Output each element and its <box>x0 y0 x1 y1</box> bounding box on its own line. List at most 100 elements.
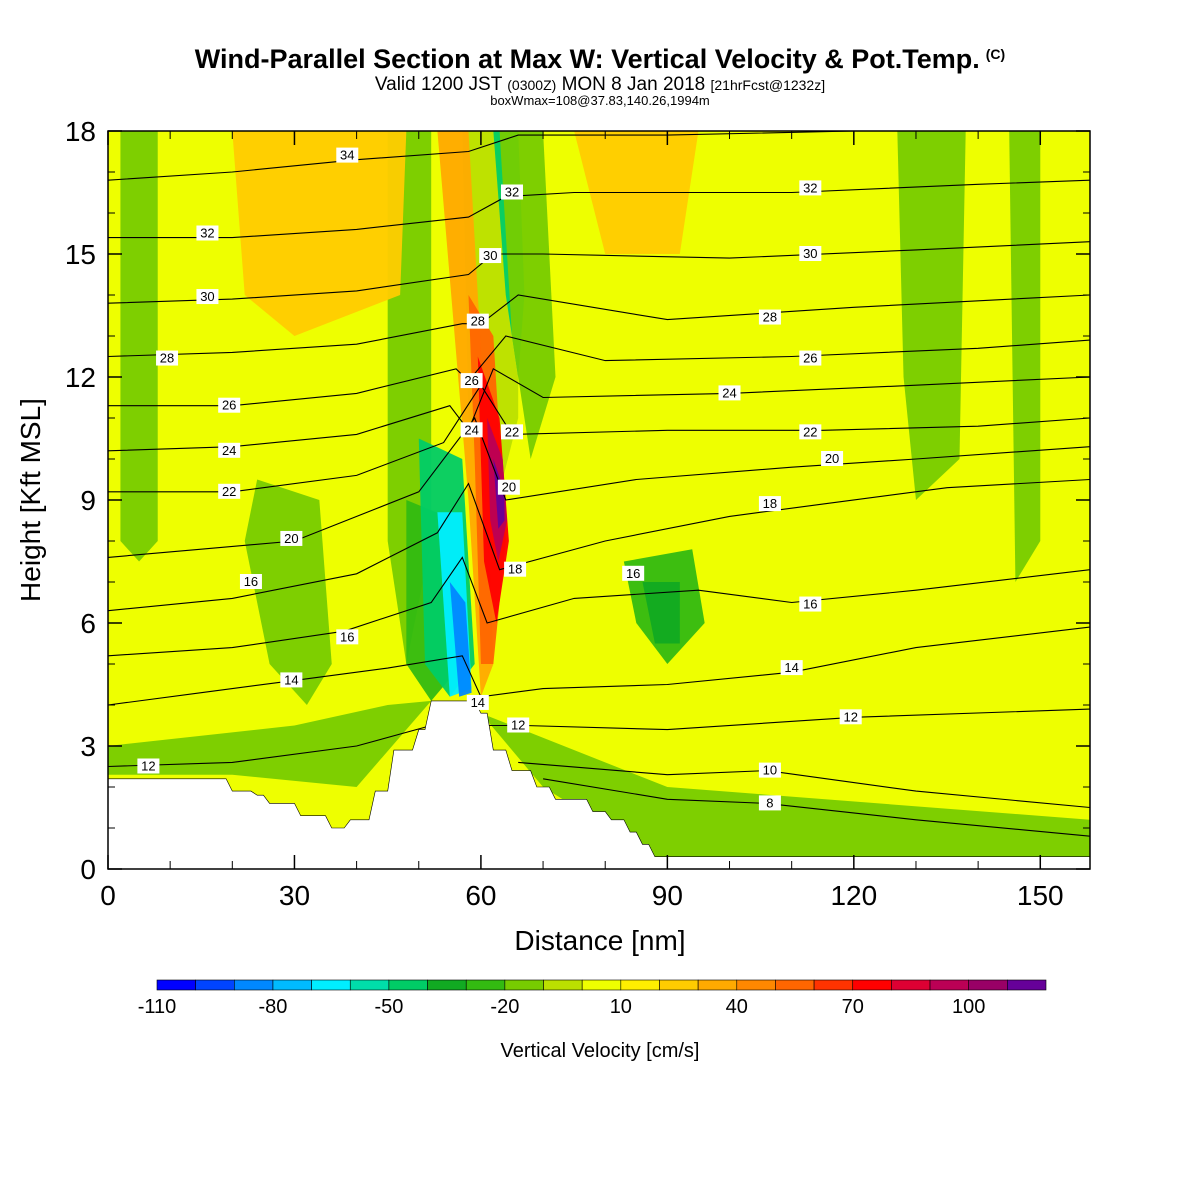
contour-label-text: 28 <box>471 314 485 329</box>
y-tick-label: 9 <box>80 485 96 516</box>
contour-label: 26 <box>218 397 241 413</box>
contour-label-box <box>156 350 179 366</box>
x-axis-title: Distance [nm] <box>514 925 685 956</box>
colorbar-swatch <box>465 979 506 991</box>
colorbar-swatch <box>852 979 892 991</box>
colorbar-swatch <box>813 979 854 991</box>
contour-label-box <box>196 289 219 305</box>
contour-label-box <box>821 451 844 466</box>
colorbar-tick-label: -110 <box>138 996 177 1018</box>
contour-label-text: 22 <box>505 424 519 439</box>
colorbar-tick-label: 70 <box>842 996 864 1018</box>
y-tick-label: 15 <box>65 239 96 270</box>
y-axis-title: Height [Kft MSL] <box>15 398 46 602</box>
contour-label: 28 <box>156 350 179 366</box>
contour-label-box <box>504 561 527 577</box>
contour-label: 18 <box>504 561 527 577</box>
contour-label-text: 20 <box>502 480 516 495</box>
contour-label-box <box>799 424 822 440</box>
contour-label: 24 <box>460 422 483 438</box>
contour-label: 14 <box>280 672 303 688</box>
contour-label: 16 <box>239 574 262 589</box>
contour-label-text: 32 <box>803 180 817 195</box>
contour-label-text: 8 <box>766 795 773 810</box>
terrain-mask <box>107 700 1091 870</box>
contour-label-text: 14 <box>471 695 485 710</box>
contour-label: 12 <box>507 717 530 733</box>
contour-label-text: 26 <box>222 398 236 413</box>
contour-label-text: 10 <box>763 763 777 778</box>
contour-label-box <box>280 530 303 546</box>
chart-subtitle-valid: Valid 1200 JST (0300Z) MON 8 Jan 2018 [2… <box>374 74 826 95</box>
contour-label-text: 12 <box>141 759 155 774</box>
contour-label-text: 32 <box>505 185 519 200</box>
contour-labels: 34 32 32 32 30 30 30 28 28 28 26 26 26 24 24 24 22 22 22 20… <box>137 147 862 811</box>
contour-label-text: 32 <box>200 226 214 241</box>
theta-contour-16 <box>108 556 1090 657</box>
velocity-band <box>480 713 1090 857</box>
contour-label: 20 <box>821 451 844 466</box>
contour-label: 22 <box>500 424 523 440</box>
contour-label-box <box>718 385 741 401</box>
colorbar-swatch <box>234 979 274 991</box>
colorbar-swatch <box>311 979 351 991</box>
colorbar-tick-label: -20 <box>490 996 519 1018</box>
contour-label-text: 30 <box>803 246 817 261</box>
contour-label: 24 <box>718 385 741 401</box>
contour-label-text: 22 <box>222 484 236 499</box>
contour-label-text: 26 <box>464 373 478 388</box>
contour-label: 12 <box>137 758 160 774</box>
colorbar-swatch <box>195 979 235 991</box>
contour-label-box <box>137 758 160 774</box>
contour-label: 16 <box>336 629 359 645</box>
colorbar-tick-label: 10 <box>610 996 632 1018</box>
contour-label-box <box>622 565 645 581</box>
theta-contour-26 <box>108 335 1090 407</box>
contour-label-box <box>466 694 489 710</box>
colorbar-swatch <box>581 979 622 991</box>
contour-label-text: 24 <box>222 443 236 458</box>
colorbar-swatch <box>427 979 467 991</box>
y-tick-label: 3 <box>80 731 96 762</box>
contour-label: 14 <box>466 694 489 710</box>
colorbar-swatch <box>736 979 776 991</box>
contour-label-box <box>466 313 489 329</box>
contour-label: 22 <box>799 424 822 440</box>
colorbar-swatch <box>968 979 1008 991</box>
contour-label: 14 <box>780 660 803 676</box>
contour-label: 12 <box>839 709 862 725</box>
chart-title: Wind-Parallel Section at Max W: Vertical… <box>194 44 1006 74</box>
contour-label-box <box>500 184 523 200</box>
contour-label: 26 <box>799 350 822 366</box>
contour-label: 16 <box>799 596 822 612</box>
velocity-band <box>499 131 556 459</box>
contour-label-text: 14 <box>784 660 798 675</box>
axes: 0 30 60 90 120 150 0 3 6 9 12 15 18 <box>65 116 1090 911</box>
contour-label: 30 <box>479 248 502 264</box>
x-tick-label: 150 <box>1017 880 1064 911</box>
theta-contour-20 <box>108 416 1090 558</box>
velocity-band <box>642 582 680 644</box>
colorbar-title: Vertical Velocity [cm/s] <box>501 1040 700 1062</box>
terrain-polygon <box>107 700 1091 870</box>
contour-label-box <box>479 248 502 264</box>
y-tick-label: 6 <box>80 608 96 639</box>
contour-label-text: 22 <box>803 424 817 439</box>
contour-label: 30 <box>196 289 219 305</box>
theta-contour-24 <box>108 368 1090 452</box>
contour-label-text: 28 <box>160 351 174 366</box>
velocity-band <box>232 131 407 336</box>
theta-contour-18 <box>108 478 1090 612</box>
contour-label: 18 <box>758 496 781 512</box>
contour-label-box <box>280 672 303 688</box>
y-tick-label: 12 <box>65 362 96 393</box>
contour-label-box <box>239 574 262 589</box>
contour-label: 32 <box>196 225 219 241</box>
contour-label-text: 24 <box>464 422 478 437</box>
colorbar-swatch <box>891 979 931 991</box>
copyright-mark: (C) <box>985 46 1006 62</box>
contour-label-box <box>799 350 822 366</box>
contour-label-text: 12 <box>511 718 525 733</box>
contour-label-text: 24 <box>722 385 736 400</box>
colorbar-swatch <box>929 979 969 991</box>
